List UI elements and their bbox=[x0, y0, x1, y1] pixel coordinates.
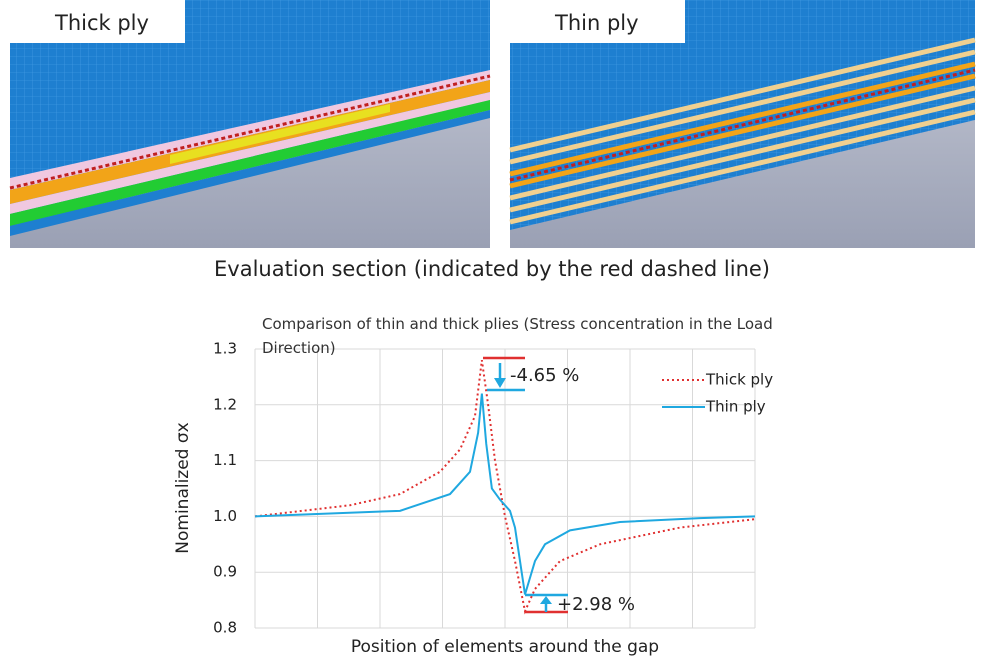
y-tick-label: 1.2 bbox=[213, 395, 237, 413]
thin-ply-image: Thin ply bbox=[510, 0, 975, 248]
arrow-head bbox=[540, 596, 552, 604]
y-tick-label: 0.9 bbox=[213, 563, 237, 581]
y-tick-label: 1.0 bbox=[213, 507, 237, 525]
legend-label: Thick ply bbox=[705, 371, 773, 389]
y-tick-label: 1.1 bbox=[213, 451, 237, 469]
arrow-head bbox=[494, 378, 506, 388]
chart: 0.8 0.9 1.0 1.1 1.2 1.3 Position of elements a… bbox=[173, 340, 773, 658]
chart-title: Comparison of thin and thick plies (Stre… bbox=[262, 312, 782, 360]
annotation: +2.98 % bbox=[557, 594, 635, 615]
page: Thick ply Thin ply Evaluation section (i… bbox=[0, 0, 985, 662]
panel-label: Thin ply bbox=[554, 11, 639, 35]
panel-label: Thick ply bbox=[54, 11, 149, 35]
x-axis-label: Position of elements around the gap bbox=[351, 637, 659, 657]
annotation: -4.65 % bbox=[510, 365, 579, 386]
y-tick-label: 1.3 bbox=[213, 340, 237, 358]
thick-ply-image: Thick ply bbox=[10, 0, 490, 248]
caption: Evaluation section (indicated by the red… bbox=[214, 257, 770, 281]
y-axis-label: Nominalized σx bbox=[173, 422, 193, 553]
legend-label: Thin ply bbox=[705, 398, 766, 416]
y-tick-label: 0.8 bbox=[213, 619, 237, 637]
